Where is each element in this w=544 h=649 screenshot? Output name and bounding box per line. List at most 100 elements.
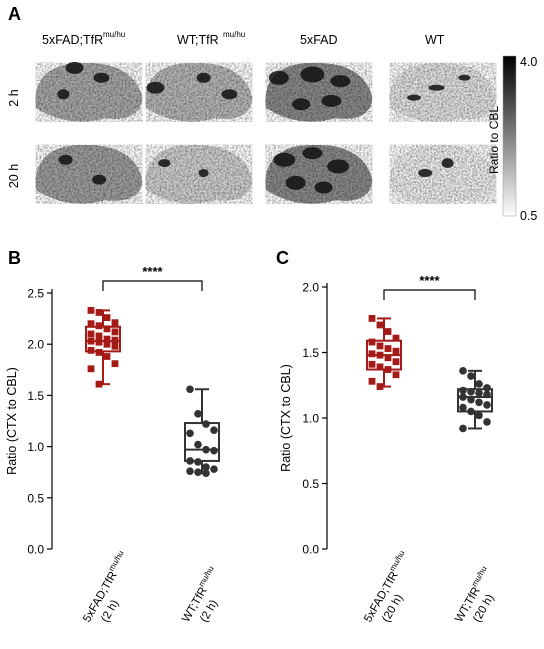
- data-point: [483, 384, 491, 392]
- brain-section: [389, 62, 497, 122]
- brain-texture: [35, 144, 143, 204]
- signal-spot: [428, 84, 445, 91]
- data-point: [103, 340, 111, 348]
- y-tick-label: 1.0: [27, 440, 44, 454]
- brain-section: [265, 144, 373, 204]
- column-header-4: WT: [425, 33, 445, 47]
- signal-spot: [285, 175, 306, 190]
- y-tick-label: 0.5: [302, 477, 319, 491]
- data-point: [392, 334, 400, 342]
- data-point: [459, 386, 467, 395]
- box: [184, 422, 220, 462]
- signal-spot: [198, 169, 209, 177]
- data-point: [103, 335, 111, 343]
- data-point: [95, 309, 103, 316]
- data-point: [392, 358, 400, 366]
- brain-section: [389, 144, 497, 204]
- data-point: [392, 371, 400, 379]
- data-point: [103, 353, 111, 360]
- data-point: [368, 360, 376, 368]
- row-label-2h: 2 h: [7, 89, 21, 106]
- data-point: [210, 446, 218, 455]
- brain-image-grid: [35, 61, 497, 204]
- data-point: [475, 389, 483, 397]
- y-axis-label: Ratio (CTX to CBL): [279, 364, 293, 472]
- data-point: [111, 360, 119, 368]
- data-point: [186, 385, 194, 394]
- y-tick-label: 1.5: [27, 389, 44, 403]
- column-header-sup: mu/hu: [223, 30, 245, 39]
- signal-spot: [300, 66, 325, 83]
- data-point: [459, 393, 467, 401]
- brain-section: [145, 144, 253, 204]
- brain-section: [35, 144, 143, 204]
- data-point: [87, 320, 95, 328]
- column-header-1: 5xFAD;TfR mu/hu: [42, 30, 125, 47]
- data-point: [475, 380, 483, 388]
- signal-spot: [158, 159, 171, 168]
- panel-c-label: C: [276, 248, 289, 268]
- data-point: [384, 345, 392, 352]
- signal-spot: [57, 89, 70, 100]
- column-header-2: WT;TfR mu/hu: [177, 30, 245, 47]
- data-point: [376, 351, 384, 359]
- data-point: [202, 445, 210, 454]
- data-point: [87, 307, 95, 314]
- data-point: [103, 325, 111, 333]
- column-header-3: 5xFAD: [300, 33, 338, 47]
- significance-bracket: [383, 289, 476, 300]
- data-point: [111, 319, 119, 327]
- data-point: [368, 315, 376, 322]
- signal-spot: [92, 174, 107, 185]
- brain-texture: [389, 144, 497, 204]
- signal-spot: [146, 81, 165, 94]
- signal-spot: [58, 154, 73, 165]
- box: [85, 325, 121, 353]
- panel-a-label: A: [8, 4, 21, 24]
- signal-spot: [321, 94, 342, 107]
- data-point: [392, 347, 400, 355]
- colorbar: [502, 55, 517, 217]
- data-point: [95, 380, 103, 388]
- data-point: [475, 398, 483, 407]
- data-point: [467, 395, 475, 404]
- panel-b-label: B: [8, 248, 21, 268]
- signal-spot: [65, 61, 84, 74]
- signal-spot: [221, 89, 238, 100]
- data-point: [376, 363, 384, 371]
- data-point: [194, 468, 202, 477]
- data-point: [95, 348, 103, 356]
- signal-spot: [407, 94, 421, 101]
- data-point: [194, 410, 202, 418]
- data-point: [87, 346, 95, 354]
- data-point: [483, 401, 491, 409]
- data-point: [483, 418, 491, 426]
- significance-bracket: [102, 280, 203, 291]
- data-point: [483, 390, 491, 399]
- brain-texture: [145, 62, 253, 122]
- signal-spot: [93, 72, 110, 83]
- data-point: [194, 440, 202, 449]
- data-point: [459, 403, 467, 412]
- column-header-sup: mu/hu: [103, 30, 125, 39]
- data-point: [475, 411, 483, 420]
- data-point: [384, 366, 392, 373]
- data-point: [467, 372, 475, 380]
- data-point: [87, 365, 95, 373]
- data-point: [376, 342, 384, 350]
- data-point: [87, 337, 95, 345]
- column-header-base: 5xFAD;TfR: [42, 33, 103, 47]
- data-point: [368, 377, 376, 385]
- data-point: [95, 332, 103, 340]
- data-point: [202, 420, 210, 428]
- brain-section: [35, 61, 143, 122]
- signal-spot: [268, 70, 289, 85]
- data-point: [186, 467, 194, 475]
- signal-spot: [314, 181, 333, 194]
- signal-spot: [327, 159, 350, 174]
- data-point: [202, 469, 210, 478]
- data-point: [103, 314, 111, 321]
- data-point: [368, 350, 376, 358]
